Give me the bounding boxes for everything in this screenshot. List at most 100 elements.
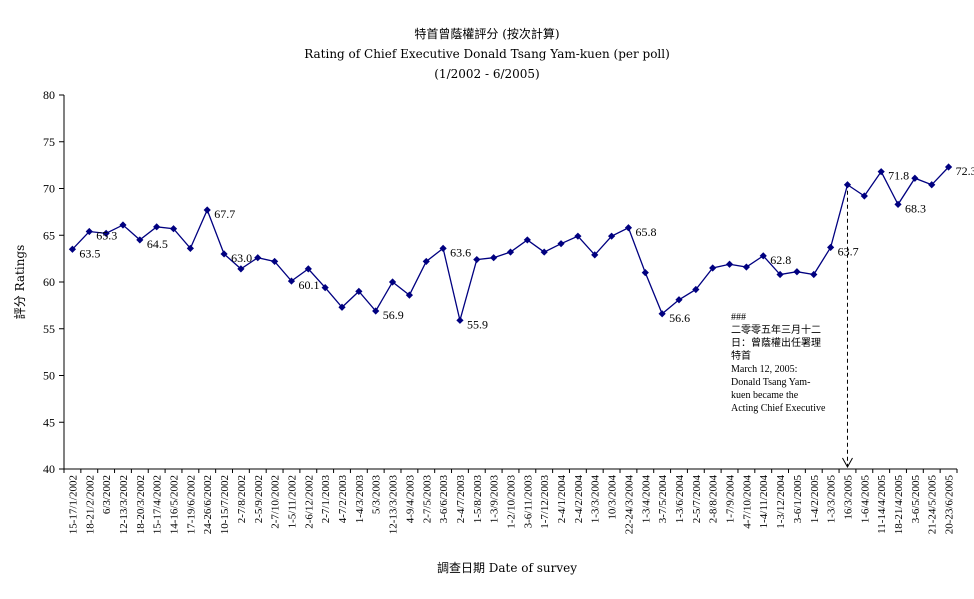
data-label: 71.8 <box>888 169 909 183</box>
data-point <box>405 291 414 299</box>
data-point <box>506 248 515 256</box>
data-point <box>944 163 953 171</box>
data-point <box>85 227 93 236</box>
data-point <box>877 168 885 176</box>
x-tick-label: 2-7/5/2003 <box>421 475 433 524</box>
x-tick-label: 20-23/6/2005 <box>944 475 956 535</box>
data-point <box>119 221 127 229</box>
y-tick-label: 65 <box>43 228 55 242</box>
data-point <box>102 229 110 237</box>
x-tick-label: 1-4/2/2005 <box>809 475 821 524</box>
data-label: 63.5 <box>79 246 100 260</box>
data-point <box>68 245 77 253</box>
data-point <box>709 264 717 272</box>
data-label: 60.1 <box>298 278 319 292</box>
data-point <box>237 265 245 273</box>
annotation-text-line: 日：曾蔭權出任署理 <box>731 336 821 349</box>
x-tick-label: 17-19/6/2002 <box>185 475 197 534</box>
data-point <box>490 254 498 262</box>
data-point <box>439 244 447 252</box>
data-point <box>928 181 936 189</box>
data-point <box>641 269 649 277</box>
data-point <box>725 260 734 268</box>
data-label: 65.8 <box>635 225 656 239</box>
series-line <box>71 166 950 321</box>
data-point <box>742 263 750 271</box>
data-point <box>523 236 531 244</box>
annotation-text-line: 特首 <box>731 349 751 362</box>
data-point <box>186 244 194 252</box>
x-tick-label: 18-20/3/2002 <box>135 475 147 534</box>
data-point <box>271 257 279 266</box>
data-label: 68.3 <box>905 201 926 215</box>
data-point <box>540 248 548 256</box>
x-tick-label: 1-3/3/2004 <box>590 475 602 524</box>
data-point <box>860 192 868 200</box>
data-point <box>557 240 565 248</box>
ratings-series <box>68 163 953 324</box>
x-tick-label: 21-24/5/2005 <box>927 475 939 535</box>
data-labels: 63.5 65.3 64.5 67.7 63.0 60.1 56.9 63.6 55.9 65.8… <box>79 164 974 331</box>
annotation-text-line: kuen became the <box>731 390 799 401</box>
x-tick-label: 3-7/5/2004 <box>657 475 669 524</box>
annotation-text-line: Acting Chief Executive <box>731 403 826 414</box>
data-point <box>591 251 599 259</box>
data-point <box>675 296 683 304</box>
data-point <box>843 181 852 189</box>
y-tick-label: 75 <box>43 135 55 149</box>
x-axis-ticks: 15-17/1/2002 18-21/2/2002 6/3/2002 12-13/3/… <box>63 469 958 535</box>
y-tick-label: 50 <box>43 369 55 383</box>
x-tick-label: 1-4/11/2004 <box>758 475 770 529</box>
x-tick-label: 11-14/4/2005 <box>876 475 888 534</box>
data-point <box>456 316 464 324</box>
data-point <box>304 265 312 273</box>
y-axis-label: 評分 Ratings <box>12 245 27 320</box>
y-tick-label: 40 <box>43 462 55 476</box>
data-point <box>473 255 481 264</box>
y-tick-label: 70 <box>43 182 55 196</box>
x-tick-label: 2-6/12/2002 <box>303 475 315 529</box>
data-point <box>220 250 228 258</box>
annotation-text-line: ### <box>731 312 746 323</box>
x-tick-label: 12-13/3/2002 <box>118 475 130 534</box>
x-tick-label: 1-3/4/2004 <box>640 475 652 524</box>
x-tick-label: 10/3/2004 <box>607 475 619 520</box>
x-tick-label: 15-17/4/2002 <box>152 475 164 534</box>
data-label: 63.7 <box>838 244 859 258</box>
data-point <box>338 303 346 311</box>
data-point <box>607 232 616 240</box>
x-tick-label: 10-15/7/2002 <box>219 475 231 534</box>
data-point <box>254 254 262 262</box>
y-tick-label: 45 <box>43 415 55 429</box>
data-label: 55.9 <box>467 317 488 331</box>
data-point <box>692 285 700 294</box>
data-label: 56.9 <box>383 308 404 322</box>
x-tick-label: 16/3/2005 <box>842 475 854 520</box>
x-tick-label: 2-5/7/2004 <box>691 475 703 524</box>
data-label: 72.3 <box>956 164 974 178</box>
data-point <box>136 236 144 244</box>
data-point <box>355 287 363 295</box>
x-tick-label: 4-9/4/2003 <box>404 475 416 524</box>
data-label: 63.0 <box>231 251 252 265</box>
x-tick-label: 2-5/9/2002 <box>253 475 265 523</box>
x-tick-label: 2-7/8/2002 <box>236 475 248 523</box>
data-point <box>153 223 161 231</box>
x-tick-label: 3-6/5/2005 <box>910 475 922 524</box>
x-tick-label: 3-6/6/2003 <box>438 475 450 524</box>
data-point <box>287 277 296 285</box>
x-tick-label: 1-2/10/2003 <box>506 475 518 529</box>
x-tick-label: 4-7/10/2004 <box>741 475 753 529</box>
chart-title-chinese: 特首曾蔭權評分 (按次計算) <box>414 26 559 41</box>
annotation-text-line: Donald Tsang Yam- <box>731 377 810 388</box>
data-point <box>793 268 801 276</box>
data-point <box>776 270 784 279</box>
chart-subtitle-range: (1/2002 - 6/2005) <box>434 67 539 81</box>
x-tick-label: 1-7/12/2003 <box>539 475 551 529</box>
chart-title: 特首曾蔭權評分 (按次計算) Rating of Chief Executive… <box>304 26 670 81</box>
data-point <box>911 174 919 182</box>
x-tick-label: 1-7/9/2004 <box>725 475 737 524</box>
x-tick-label: 2-7/10/2002 <box>270 475 282 529</box>
x-tick-label: 2-4/7/2003 <box>455 475 467 524</box>
